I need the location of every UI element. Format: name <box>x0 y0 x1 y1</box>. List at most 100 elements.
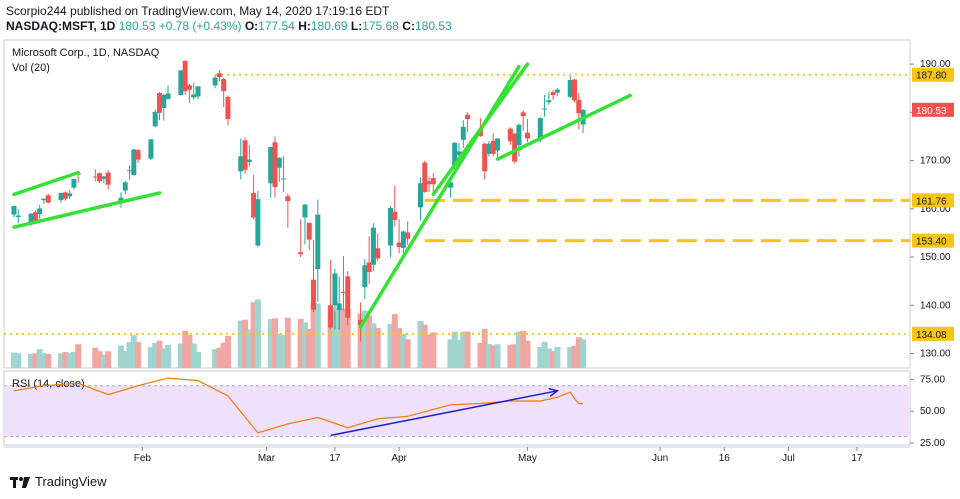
volume-bar <box>580 339 587 368</box>
candle-body <box>67 193 73 197</box>
volume-bar <box>237 320 244 368</box>
candle-body <box>161 94 167 109</box>
volume-bar <box>135 342 142 368</box>
volume-bar <box>212 349 219 368</box>
volume-bar <box>28 354 35 368</box>
volume-bar <box>216 347 223 368</box>
volume-bar <box>417 321 424 368</box>
time-tick-label: Mar <box>258 453 276 464</box>
candle-body <box>460 126 466 140</box>
high-value: 180.69 <box>310 19 348 33</box>
candle-body <box>340 291 346 293</box>
open-label: O: <box>244 19 259 33</box>
candle-body <box>156 93 162 113</box>
volume-bar <box>96 351 103 368</box>
price-tick-label: 130.00 <box>920 349 951 360</box>
volume-bar <box>105 351 112 368</box>
volume-bar <box>62 351 69 368</box>
volume-bar <box>460 331 467 368</box>
trend-line-lower-channel <box>12 191 162 229</box>
volume-bar <box>511 344 518 368</box>
low-label: L: <box>350 19 363 33</box>
time-tick-label: Jun <box>652 453 668 464</box>
volume-bar <box>314 303 321 368</box>
volume-bar <box>70 351 77 368</box>
volume-bar <box>524 340 531 368</box>
volume-bar <box>421 324 428 368</box>
chart-title: Microsoft Corp., 1D, NASDAQ <box>12 47 160 59</box>
volume-bar <box>186 335 193 368</box>
candle-body <box>366 262 372 273</box>
brand-label[interactable]: TradingView <box>35 474 107 489</box>
volume-bar <box>400 333 407 368</box>
candle-body <box>28 213 34 223</box>
volume-bar <box>165 344 172 368</box>
candle-body <box>15 215 21 218</box>
volume-bar <box>331 311 338 368</box>
price-tick-label: 150.00 <box>920 252 951 263</box>
candle-body <box>362 265 368 287</box>
candle-body <box>302 204 308 218</box>
candle-body <box>242 140 248 170</box>
volume-bar <box>391 314 398 368</box>
candle-body <box>456 151 462 155</box>
volume-bar <box>100 354 107 368</box>
candle-body <box>186 85 192 90</box>
price-level-tag <box>912 326 954 341</box>
volume-bar <box>426 334 433 368</box>
volume-bar <box>15 353 22 368</box>
footer: TradingView <box>10 474 107 489</box>
candle-body <box>298 252 304 255</box>
candle-body <box>490 140 496 154</box>
volume-bar <box>575 337 582 368</box>
rsi-tick-label: 25.00 <box>920 438 945 449</box>
price-level-label: 161.76 <box>916 196 947 207</box>
rsi-tick-label: 75.00 <box>920 374 945 385</box>
candle-body <box>516 124 522 146</box>
candle-body <box>225 96 231 120</box>
candle-body <box>212 77 218 86</box>
candle-body <box>276 157 282 168</box>
candle-body <box>135 149 141 160</box>
volume-bar <box>430 332 437 368</box>
last-price-tag <box>912 102 954 117</box>
candle-body <box>92 176 98 178</box>
volume-bar <box>152 342 159 368</box>
candle-body <box>417 183 423 208</box>
symbol-label: NASDAQ:MSFT, 1D <box>6 19 116 33</box>
volume-bar <box>177 343 184 368</box>
candle-body <box>122 182 128 191</box>
candle-body <box>216 73 222 78</box>
rsi-line <box>13 377 584 434</box>
volume-bar <box>280 335 287 368</box>
volume-bar <box>344 309 351 368</box>
candle-body <box>37 208 43 215</box>
publish-info: Scorpio244 published on TradingView.com,… <box>6 4 390 18</box>
time-tick-label: Jul <box>782 453 795 464</box>
volume-bar <box>66 353 73 368</box>
price-level-label: 153.40 <box>916 237 947 248</box>
low-value: 175.68 <box>362 19 399 33</box>
candle-body <box>238 156 244 172</box>
close-label: C: <box>402 19 415 33</box>
candle-body <box>332 273 338 306</box>
last-price-label: 180.53 <box>916 106 947 117</box>
volume-bar <box>456 340 462 368</box>
price-tick-label: 160.00 <box>920 204 951 215</box>
candle-body <box>306 222 312 240</box>
candle-body <box>328 305 334 328</box>
volume-bar <box>447 339 454 368</box>
candle-body <box>281 178 287 180</box>
candle-body <box>221 79 227 92</box>
volume-bar <box>284 317 291 368</box>
rsi-trend-arrow <box>330 390 558 437</box>
price-tick-label: 140.00 <box>920 300 951 311</box>
candle-body <box>71 178 77 188</box>
price-level-label: 187.80 <box>916 71 947 82</box>
candle-body <box>422 162 428 192</box>
time-tick-label: Feb <box>134 453 152 464</box>
candle-body <box>45 195 51 203</box>
price-level-tag <box>912 233 954 248</box>
candle-body <box>542 108 548 110</box>
